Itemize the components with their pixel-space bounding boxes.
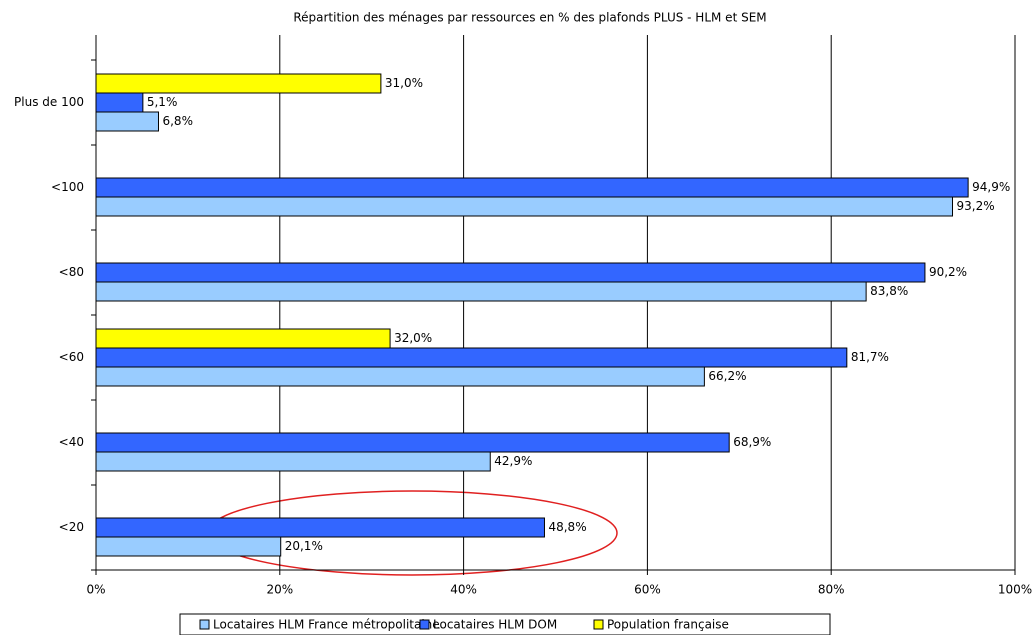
y-tick-label: <100 (51, 180, 84, 194)
data-label: 94,9% (972, 180, 1010, 194)
data-label: 68,9% (733, 435, 771, 449)
legend-label: Population française (607, 618, 729, 632)
bar (95, 73, 382, 94)
bar (95, 536, 282, 557)
x-tick-label: 40% (450, 583, 477, 597)
data-label: 5,1% (147, 95, 178, 109)
data-label: 93,2% (957, 199, 995, 213)
bar (95, 177, 969, 198)
data-label: 20,1% (285, 539, 323, 553)
x-tick-label: 80% (818, 583, 845, 597)
x-tick-label: 60% (634, 583, 661, 597)
y-tick-label: <40 (59, 435, 84, 449)
y-tick-label: <60 (59, 350, 84, 364)
data-label: 90,2% (929, 265, 967, 279)
y-tick-label: Plus de 100 (14, 95, 84, 109)
legend-label: Locataires HLM DOM (433, 618, 557, 632)
bar (95, 111, 159, 132)
data-label: 66,2% (708, 369, 746, 383)
y-tick-label: <80 (59, 265, 84, 279)
data-label: 32,0% (394, 331, 432, 345)
bar (95, 92, 144, 113)
bar (95, 281, 867, 302)
legend-swatch (199, 619, 210, 630)
x-tick-label: 20% (266, 583, 293, 597)
legend-box (179, 613, 831, 635)
data-label: 42,9% (494, 454, 532, 468)
bar (95, 366, 705, 387)
data-label: 83,8% (870, 284, 908, 298)
chart-title: Répartition des ménages par ressources e… (293, 11, 766, 25)
data-label: 31,0% (385, 76, 423, 90)
data-label: 6,8% (162, 114, 193, 128)
bar (95, 196, 954, 217)
bar (95, 347, 848, 368)
x-tick-label: 0% (86, 583, 105, 597)
legend-label: Locataires HLM France métropolitaine (213, 618, 440, 632)
bar (95, 262, 926, 283)
bar (95, 328, 391, 349)
data-label: 48,8% (548, 520, 586, 534)
bar (95, 451, 491, 472)
x-tick-label: 100% (998, 583, 1032, 597)
legend-swatch (593, 619, 604, 630)
bar (95, 432, 730, 453)
legend-swatch (419, 619, 430, 630)
data-label: 81,7% (851, 350, 889, 364)
bar (95, 517, 545, 538)
y-tick-label: <20 (59, 520, 84, 534)
